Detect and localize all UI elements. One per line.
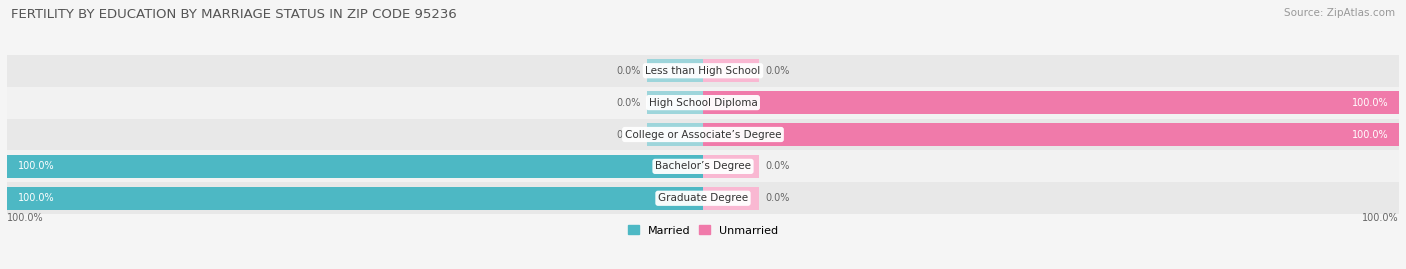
Text: Less than High School: Less than High School	[645, 66, 761, 76]
Bar	[7, 87, 1399, 119]
Text: Bachelor’s Degree: Bachelor’s Degree	[655, 161, 751, 171]
Text: 0.0%: 0.0%	[616, 66, 640, 76]
Text: 100.0%: 100.0%	[17, 193, 53, 203]
Bar	[647, 91, 703, 114]
Text: Source: ZipAtlas.com: Source: ZipAtlas.com	[1284, 8, 1395, 18]
Text: 0.0%: 0.0%	[766, 193, 790, 203]
Text: College or Associate’s Degree: College or Associate’s Degree	[624, 129, 782, 140]
Text: 0.0%: 0.0%	[766, 161, 790, 171]
Text: 100.0%: 100.0%	[1353, 129, 1389, 140]
Bar	[647, 123, 703, 146]
Bar	[7, 119, 1399, 150]
Bar	[7, 182, 1399, 214]
Text: 100.0%: 100.0%	[1362, 213, 1399, 223]
Text: 100.0%: 100.0%	[17, 161, 53, 171]
Text: FERTILITY BY EDUCATION BY MARRIAGE STATUS IN ZIP CODE 95236: FERTILITY BY EDUCATION BY MARRIAGE STATU…	[11, 8, 457, 21]
Bar	[7, 55, 1399, 87]
Text: Graduate Degree: Graduate Degree	[658, 193, 748, 203]
Text: 100.0%: 100.0%	[1353, 98, 1389, 108]
Legend: Married, Unmarried: Married, Unmarried	[627, 225, 779, 236]
Text: High School Diploma: High School Diploma	[648, 98, 758, 108]
Bar	[703, 59, 759, 82]
Bar	[647, 59, 703, 82]
Bar	[703, 91, 1399, 114]
Text: 0.0%: 0.0%	[766, 66, 790, 76]
Bar	[703, 155, 759, 178]
Text: 100.0%: 100.0%	[7, 213, 44, 223]
Bar	[7, 150, 1399, 182]
Bar	[7, 155, 703, 178]
Bar	[703, 123, 1399, 146]
Text: 0.0%: 0.0%	[616, 98, 640, 108]
Bar	[7, 187, 703, 210]
Text: 0.0%: 0.0%	[616, 129, 640, 140]
Bar	[703, 187, 759, 210]
